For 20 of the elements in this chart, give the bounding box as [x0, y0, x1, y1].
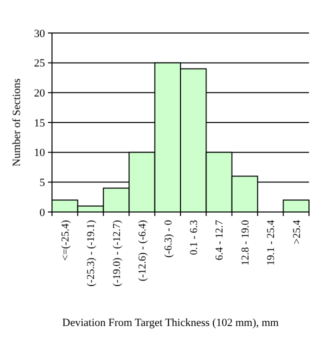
- x-axis-title: Deviation From Target Thickness (102 mm), mm: [62, 317, 280, 329]
- bar: [282, 200, 310, 212]
- y-tick-label: 0: [40, 206, 46, 219]
- x-tick-label: 19.1 - 25.4: [266, 219, 278, 266]
- x-tick-label: 6.4 - 12.7: [214, 220, 226, 260]
- x-tick-label: (-12.6) - (-6.4): [138, 220, 149, 282]
- y-tick-label: 15: [34, 117, 46, 130]
- y-tick-label: 25: [34, 58, 46, 70]
- y-tick-label: 10: [34, 147, 46, 160]
- x-tick-label: (-25.3) - (-19.1): [86, 220, 98, 286]
- x-tick-label: (-19.0) - (-12.7): [112, 220, 123, 286]
- x-tick-label: >25.4: [292, 219, 303, 244]
- x-tick-label: (-6.3) - 0: [163, 220, 174, 258]
- x-tick-label: <=(-25.4): [60, 220, 72, 261]
- x-tick-label: 0.1 - 6.3: [189, 220, 200, 255]
- y-tick-label: 20: [34, 88, 46, 100]
- y-axis-title: Number of Sections: [11, 78, 23, 166]
- y-tick-label: 30: [34, 28, 46, 40]
- x-tick-label: 12.8 - 19.0: [240, 220, 252, 266]
- y-tick-label: 5: [40, 177, 46, 190]
